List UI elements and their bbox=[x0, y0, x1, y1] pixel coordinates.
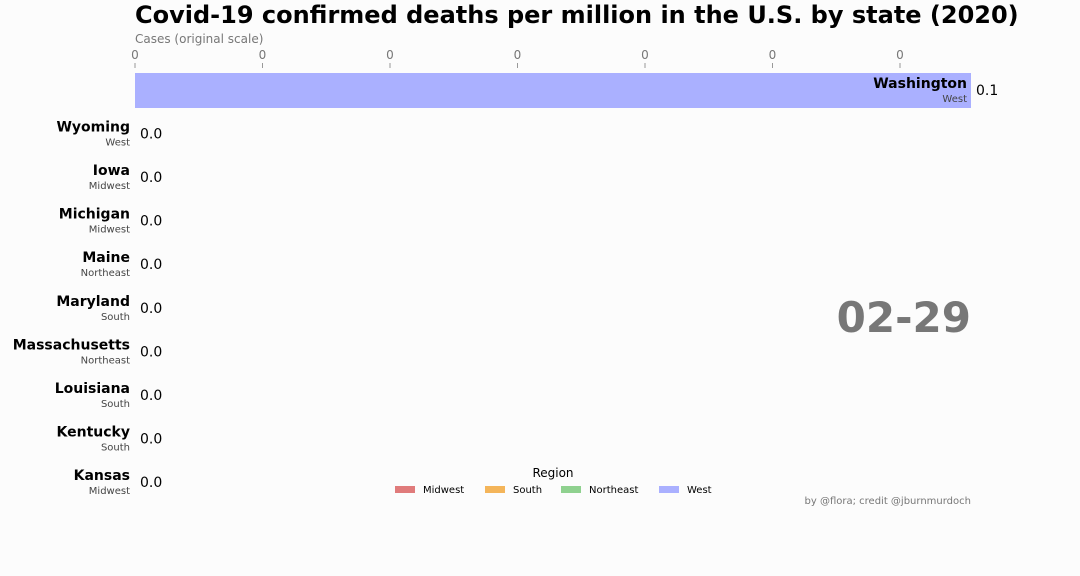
state-name-label: Massachusetts bbox=[13, 337, 130, 353]
state-name-label: Kansas bbox=[74, 468, 130, 484]
state-region-label: Northeast bbox=[81, 355, 130, 366]
x-axis-ticks: 0 0 0 0 0 0 0 bbox=[131, 48, 904, 68]
state-region-label: Midwest bbox=[89, 486, 130, 497]
legend-swatch bbox=[659, 486, 679, 493]
bars-group: Washington West 0.1 Wyoming West 0.0 Iowa Midwe… bbox=[13, 73, 998, 497]
state-region-label: Northeast bbox=[81, 268, 130, 279]
state-name-label: Maine bbox=[82, 250, 130, 266]
value-label: 0.0 bbox=[140, 214, 162, 230]
value-label: 0.0 bbox=[140, 388, 162, 404]
legend-swatch bbox=[561, 486, 581, 493]
state-name-label: Michigan bbox=[59, 207, 130, 223]
state-name-label: Louisiana bbox=[55, 381, 130, 397]
legend-label: South bbox=[513, 485, 542, 496]
state-name-label: Washington bbox=[873, 76, 967, 92]
legend-label: Midwest bbox=[423, 485, 464, 496]
state-region-label: Midwest bbox=[89, 181, 130, 192]
x-tick-label: 0 bbox=[896, 48, 904, 62]
legend-label: West bbox=[687, 485, 712, 496]
value-label: 0.1 bbox=[976, 83, 998, 99]
legend-title: Region bbox=[532, 466, 573, 480]
state-name-label: Kentucky bbox=[57, 424, 130, 440]
legend: Midwest South Northeast West bbox=[395, 485, 712, 496]
legend-swatch bbox=[485, 486, 505, 493]
state-region-label: South bbox=[101, 399, 130, 410]
state-region-label: South bbox=[101, 312, 130, 323]
x-tick-label: 0 bbox=[641, 48, 649, 62]
chart-title: Covid-19 confirmed deaths per million in… bbox=[135, 1, 1019, 29]
state-name-label: Wyoming bbox=[56, 120, 130, 136]
x-tick-label: 0 bbox=[259, 48, 267, 62]
date-label: 02-29 bbox=[837, 293, 971, 342]
x-axis-label: Cases (original scale) bbox=[135, 32, 263, 46]
x-tick-label: 0 bbox=[769, 48, 777, 62]
state-region-label: West bbox=[105, 138, 130, 149]
value-label: 0.0 bbox=[140, 257, 162, 273]
value-label: 0.0 bbox=[140, 475, 162, 491]
value-label: 0.0 bbox=[140, 170, 162, 186]
state-region-label: South bbox=[101, 442, 130, 453]
bar bbox=[135, 73, 971, 108]
legend-swatch bbox=[395, 486, 415, 493]
x-tick-label: 0 bbox=[131, 48, 139, 62]
state-region-label: West bbox=[942, 94, 967, 105]
state-name-label: Iowa bbox=[93, 163, 130, 179]
x-tick-label: 0 bbox=[386, 48, 394, 62]
value-label: 0.0 bbox=[140, 127, 162, 143]
credit-text: by @flora; credit @jburnmurdoch bbox=[805, 496, 971, 507]
value-label: 0.0 bbox=[140, 344, 162, 360]
x-tick-label: 0 bbox=[514, 48, 522, 62]
value-label: 0.0 bbox=[140, 431, 162, 447]
value-label: 0.0 bbox=[140, 301, 162, 317]
state-region-label: Midwest bbox=[89, 225, 130, 236]
legend-label: Northeast bbox=[589, 485, 638, 496]
state-name-label: Maryland bbox=[56, 294, 130, 310]
